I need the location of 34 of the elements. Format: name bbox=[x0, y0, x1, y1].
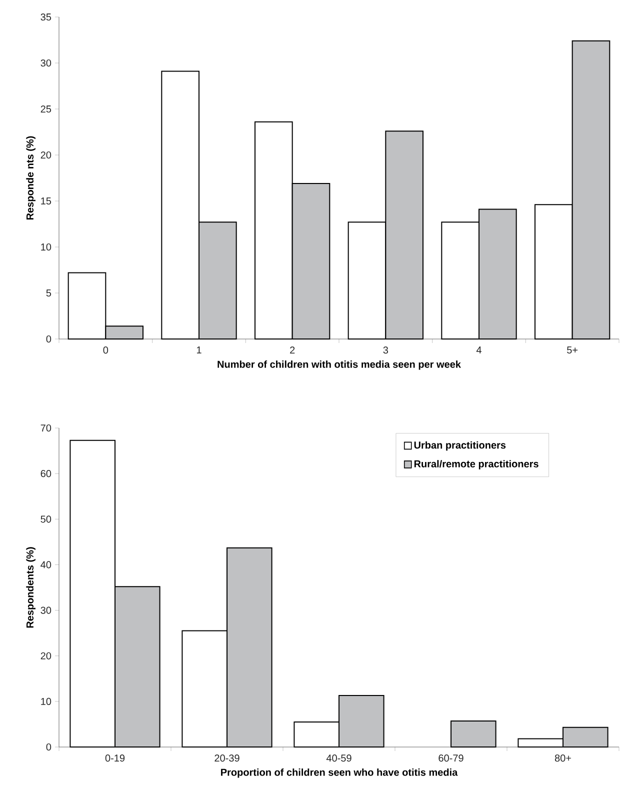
x-axis-title: Number of children with otitis media seen per week bbox=[218, 360, 461, 370]
x-tick-label: 0-19 bbox=[105, 754, 125, 762]
legend-label: Rural/remote practitioners bbox=[414, 460, 538, 470]
y-tick-label: 70 bbox=[40, 424, 52, 432]
bar bbox=[450, 720, 496, 748]
y-tick-label: 20 bbox=[40, 151, 52, 159]
y-tick-label: 20 bbox=[40, 652, 52, 660]
y-tick-label: 5 bbox=[46, 290, 52, 296]
x-tick-label: 4 bbox=[476, 346, 482, 354]
x-tick-label: 60-79 bbox=[438, 754, 464, 762]
y-axis-title: Responde nts (%) bbox=[26, 136, 36, 220]
y-tick-label: 60 bbox=[40, 470, 52, 478]
y-axis-title: Respondents (%) bbox=[26, 547, 36, 628]
y-tick-label: 40 bbox=[40, 561, 52, 568]
y-tick-label: 25 bbox=[40, 105, 52, 113]
x-tick-label: 5+ bbox=[567, 346, 578, 354]
x-tick-label: 20-39 bbox=[214, 754, 240, 762]
y-tick-label: 10 bbox=[41, 698, 52, 705]
y-tick-label: 0 bbox=[46, 743, 52, 751]
x-tick-label: 1 bbox=[196, 346, 202, 354]
y-tick-label: 50 bbox=[40, 516, 52, 523]
y-tick-label: 0 bbox=[46, 335, 52, 343]
y-tick-label: 10 bbox=[41, 243, 52, 251]
y-tick-label: 15 bbox=[41, 198, 52, 204]
y-tick-label: 30 bbox=[40, 59, 52, 67]
x-axis-title: Proportion of children seen who have otitis media bbox=[221, 768, 458, 778]
legend-label: Urban practitioners bbox=[414, 441, 506, 451]
y-tick-label: 30 bbox=[40, 606, 52, 614]
x-tick-label: 40-59 bbox=[326, 754, 352, 762]
x-tick-label: 80+ bbox=[554, 754, 571, 762]
x-tick-label: 0 bbox=[103, 346, 108, 354]
x-tick-label: 3 bbox=[383, 346, 388, 354]
x-tick-label: 2 bbox=[290, 346, 295, 354]
y-tick-label: 35 bbox=[40, 13, 52, 21]
